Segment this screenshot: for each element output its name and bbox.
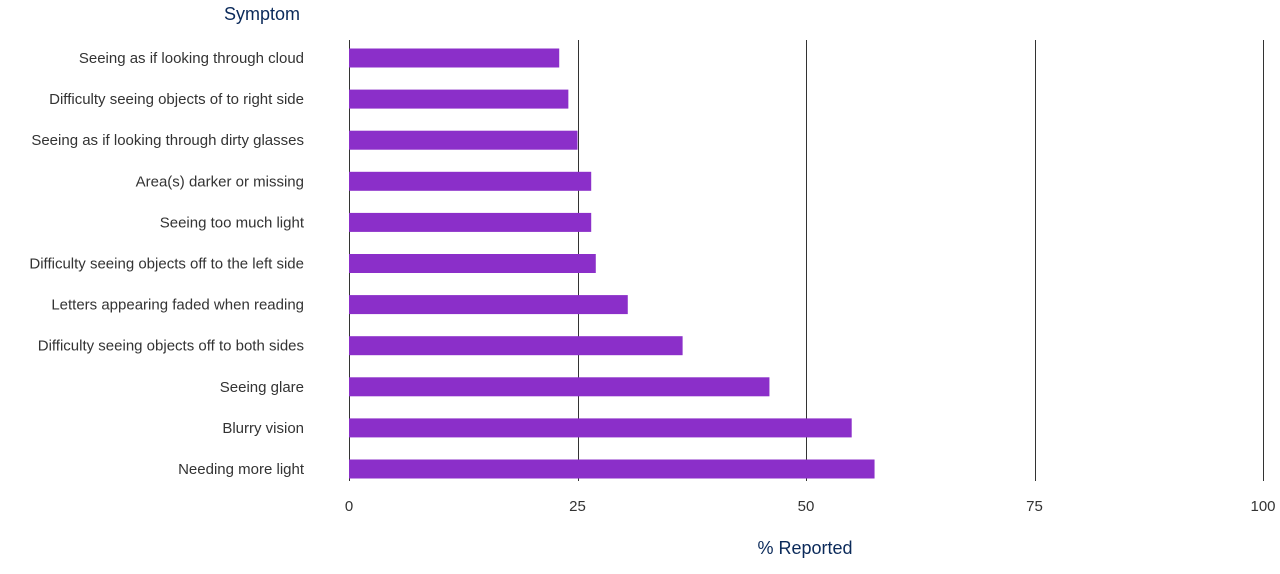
- bar[interactable]: [349, 130, 578, 150]
- bar[interactable]: [349, 48, 560, 68]
- bar[interactable]: [349, 295, 628, 315]
- bar[interactable]: [349, 459, 875, 479]
- bars: [349, 48, 875, 479]
- y-axis-title: Symptom: [224, 4, 300, 24]
- category-label: Difficulty seeing objects of to right si…: [49, 91, 304, 108]
- bar[interactable]: [349, 418, 852, 438]
- bar[interactable]: [349, 89, 569, 109]
- x-tick-labels: 0 25 50 75 100: [345, 498, 1276, 515]
- x-tick-label: 75: [1026, 498, 1043, 515]
- category-label: Letters appearing faded when reading: [51, 297, 304, 314]
- x-axis-title: % Reported: [757, 538, 852, 558]
- gridlines: [349, 40, 1264, 481]
- x-tick-label: 0: [345, 498, 353, 515]
- bar[interactable]: [349, 254, 596, 273]
- category-label: Difficulty seeing objects off to the lef…: [29, 256, 304, 273]
- bar[interactable]: [349, 212, 592, 232]
- x-tick-label: 50: [798, 498, 815, 515]
- bar[interactable]: [349, 377, 770, 397]
- category-label: Blurry vision: [222, 420, 304, 437]
- x-tick-label: 100: [1250, 498, 1275, 515]
- category-label: Difficulty seeing objects off to both si…: [38, 338, 304, 355]
- category-label: Seeing too much light: [160, 214, 305, 231]
- x-tick-label: 25: [569, 498, 586, 515]
- category-label: Needing more light: [178, 461, 305, 478]
- category-label: Seeing as if looking through cloud: [79, 50, 304, 67]
- category-label: Area(s) darker or missing: [136, 173, 304, 190]
- category-label: Seeing glare: [220, 379, 304, 396]
- category-labels: Seeing as if looking through cloud Diffic…: [29, 50, 304, 478]
- bar[interactable]: [349, 171, 592, 191]
- bar[interactable]: [349, 336, 683, 356]
- category-label: Seeing as if looking through dirty glass…: [31, 132, 304, 149]
